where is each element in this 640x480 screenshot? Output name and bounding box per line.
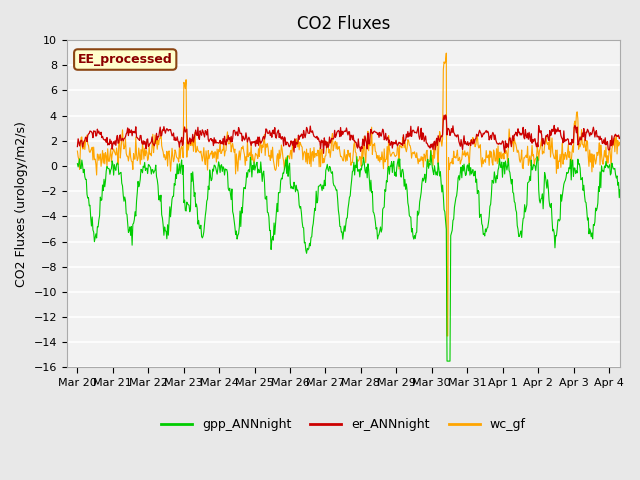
- Title: CO2 Fluxes: CO2 Fluxes: [296, 15, 390, 33]
- Text: EE_processed: EE_processed: [78, 53, 173, 66]
- Legend: gpp_ANNnight, er_ANNnight, wc_gf: gpp_ANNnight, er_ANNnight, wc_gf: [156, 413, 531, 436]
- Y-axis label: CO2 Fluxes (urology/m2/s): CO2 Fluxes (urology/m2/s): [15, 121, 28, 287]
